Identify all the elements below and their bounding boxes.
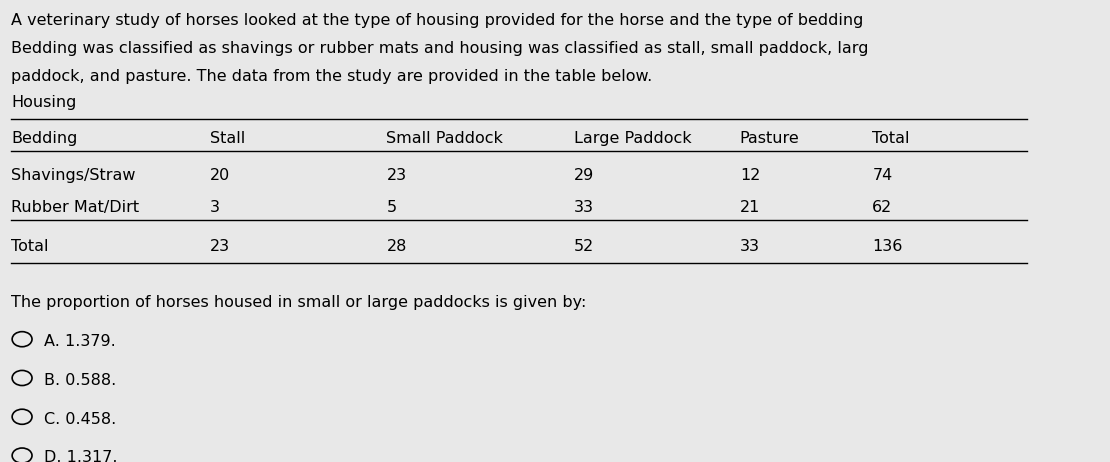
Text: Stall: Stall bbox=[210, 132, 245, 146]
Text: 3: 3 bbox=[210, 201, 220, 215]
Text: The proportion of horses housed in small or large paddocks is given by:: The proportion of horses housed in small… bbox=[11, 295, 586, 310]
Text: Shavings/Straw: Shavings/Straw bbox=[11, 168, 135, 183]
Text: 23: 23 bbox=[210, 239, 230, 254]
Text: Bedding was classified as shavings or rubber mats and housing was classified as : Bedding was classified as shavings or ru… bbox=[11, 41, 868, 56]
Text: 5: 5 bbox=[386, 201, 396, 215]
Text: 23: 23 bbox=[386, 168, 406, 183]
Text: Total: Total bbox=[11, 239, 49, 254]
Text: paddock, and pasture. The data from the study are provided in the table below.: paddock, and pasture. The data from the … bbox=[11, 69, 653, 84]
Text: 52: 52 bbox=[574, 239, 595, 254]
Text: 20: 20 bbox=[210, 168, 230, 183]
Text: Total: Total bbox=[872, 132, 910, 146]
Text: Housing: Housing bbox=[11, 95, 77, 110]
Text: A. 1.379.: A. 1.379. bbox=[44, 334, 115, 349]
Text: B. 0.588.: B. 0.588. bbox=[44, 373, 117, 388]
Text: 29: 29 bbox=[574, 168, 595, 183]
Text: 33: 33 bbox=[739, 239, 759, 254]
Text: Large Paddock: Large Paddock bbox=[574, 132, 692, 146]
Text: Small Paddock: Small Paddock bbox=[386, 132, 503, 146]
Text: 33: 33 bbox=[574, 201, 594, 215]
Text: 28: 28 bbox=[386, 239, 407, 254]
Text: A veterinary study of horses looked at the type of housing provided for the hors: A veterinary study of horses looked at t… bbox=[11, 13, 864, 28]
Text: Pasture: Pasture bbox=[739, 132, 799, 146]
Text: 136: 136 bbox=[872, 239, 902, 254]
Text: 62: 62 bbox=[872, 201, 892, 215]
Text: Rubber Mat/Dirt: Rubber Mat/Dirt bbox=[11, 201, 139, 215]
Text: 74: 74 bbox=[872, 168, 892, 183]
Text: D. 1.317.: D. 1.317. bbox=[44, 450, 118, 462]
Text: 12: 12 bbox=[739, 168, 760, 183]
Text: Bedding: Bedding bbox=[11, 132, 78, 146]
Text: C. 0.458.: C. 0.458. bbox=[44, 412, 117, 426]
Text: 21: 21 bbox=[739, 201, 760, 215]
